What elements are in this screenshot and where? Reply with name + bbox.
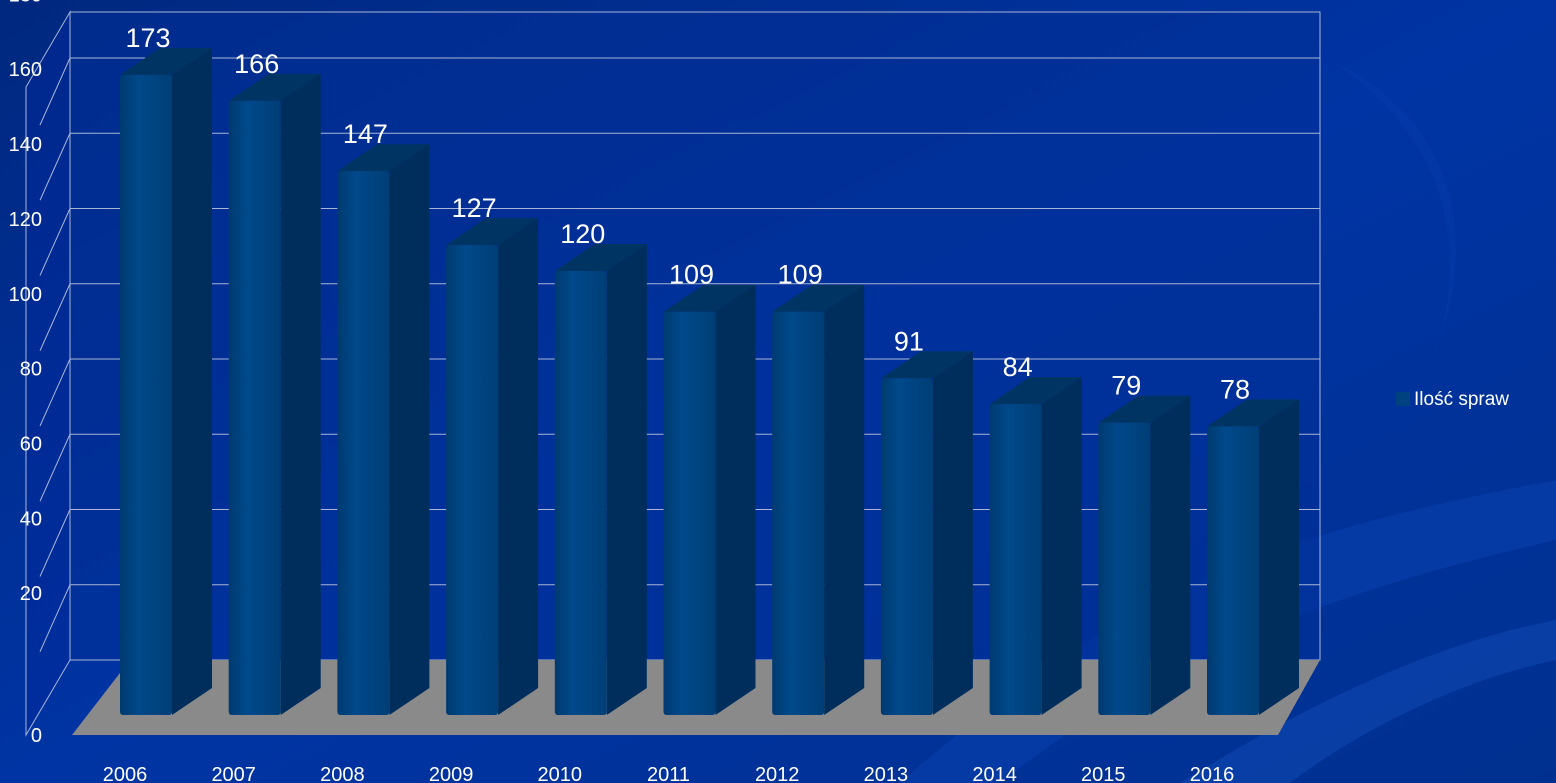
data-label: 147 [343, 119, 388, 149]
data-label: 91 [894, 326, 924, 356]
bar-top [120, 47, 212, 75]
bar-front [554, 271, 607, 715]
data-label: 109 [778, 260, 823, 290]
bar-front [228, 100, 281, 716]
data-label: 84 [1003, 352, 1033, 382]
x-tick-label: 2006 [103, 764, 148, 783]
bar-front [1207, 426, 1259, 715]
gridline-side [39, 434, 71, 502]
legend: Ilość spraw [1396, 389, 1509, 410]
x-tick-label: 2011 [647, 764, 690, 783]
bar [228, 73, 321, 716]
bar-front [120, 74, 172, 715]
bar-side [606, 244, 647, 715]
x-tick-label: 2009 [429, 764, 474, 783]
bar-top [1098, 395, 1191, 423]
bar-front [880, 378, 933, 715]
bar-side [280, 73, 321, 716]
y-tick-label: 160 [9, 59, 42, 81]
bar-front [663, 311, 716, 715]
data-label: 127 [452, 193, 497, 223]
x-tick-label: 2007 [211, 764, 256, 783]
gridline-side [39, 208, 71, 276]
gridline-side [39, 133, 71, 201]
bar [772, 284, 865, 715]
bar-top [989, 377, 1082, 405]
x-tick-label: 2010 [538, 764, 583, 783]
bar-top [228, 73, 321, 101]
bar [989, 377, 1082, 715]
bar [120, 47, 212, 715]
x-axis-ticks: 2006 2007 2008 2009 2010 2011 2012 2013 2014 2015… [103, 764, 1235, 783]
bar [554, 244, 647, 715]
y-tick-label: 80 [20, 359, 42, 381]
data-label: 109 [669, 260, 714, 290]
x-tick-label: 2015 [1081, 764, 1126, 783]
bar [880, 351, 973, 715]
y-tick-label: 180 [9, 0, 42, 6]
bar [446, 218, 539, 715]
bar-front [989, 404, 1042, 715]
y-tick-label: 20 [20, 583, 42, 605]
bar-top [880, 351, 973, 379]
y-tick-label: 40 [20, 508, 42, 530]
bar-top [1207, 399, 1299, 427]
bar-side [389, 144, 430, 716]
bar [663, 284, 756, 715]
bar-side [1259, 399, 1299, 715]
x-tick-label: 2012 [755, 764, 800, 783]
gridline-side [39, 509, 71, 577]
gridline-side [39, 57, 71, 126]
bar-top [772, 284, 865, 312]
legend-swatch [1396, 392, 1410, 406]
y-tick-label: 60 [20, 433, 42, 455]
bar-side [715, 284, 756, 715]
bar-side [1150, 395, 1191, 715]
bar [337, 144, 430, 716]
side-wall [25, 10, 71, 737]
y-tick-label: 100 [9, 284, 42, 306]
bar-side [172, 47, 212, 715]
y-tick-label: 0 [31, 725, 42, 747]
y-axis-ticks: 0 20 40 60 80 100 120 140 160 180 [9, 0, 42, 747]
bar-front [772, 311, 825, 715]
x-tick-label: 2014 [972, 764, 1017, 783]
swirl-shape [1330, 60, 1457, 420]
bar-top [663, 284, 756, 312]
gridline-side [39, 358, 71, 427]
bar-front [1098, 422, 1151, 715]
x-tick-label: 2008 [320, 764, 365, 783]
data-label: 173 [125, 23, 170, 53]
bar-side [824, 284, 865, 715]
bar-front [337, 171, 390, 716]
bar-top [446, 218, 539, 246]
bar-side [932, 351, 973, 715]
gridline-side [39, 584, 71, 652]
bar-side [1041, 377, 1082, 715]
data-label: 79 [1111, 371, 1141, 401]
bar-top [337, 144, 430, 172]
y-tick-label: 120 [9, 209, 42, 231]
swirl-shape [1180, 620, 1556, 783]
bar-top [554, 244, 647, 271]
data-label: 120 [560, 219, 605, 249]
legend-label: Ilość spraw [1414, 389, 1509, 410]
x-tick-label: 2013 [864, 764, 909, 783]
bar-side [498, 218, 539, 715]
bar [1098, 395, 1191, 715]
bar [1207, 399, 1299, 715]
data-labels: 173 166 147 127 120 109 109 91 84 79 78 [125, 23, 1250, 404]
data-label: 78 [1220, 374, 1250, 404]
bars-group [120, 47, 1299, 716]
bar-front [446, 245, 499, 715]
x-tick-label: 2016 [1190, 764, 1235, 783]
data-label: 166 [234, 49, 279, 79]
y-tick-label: 140 [9, 134, 42, 156]
gridline-side [39, 283, 71, 351]
